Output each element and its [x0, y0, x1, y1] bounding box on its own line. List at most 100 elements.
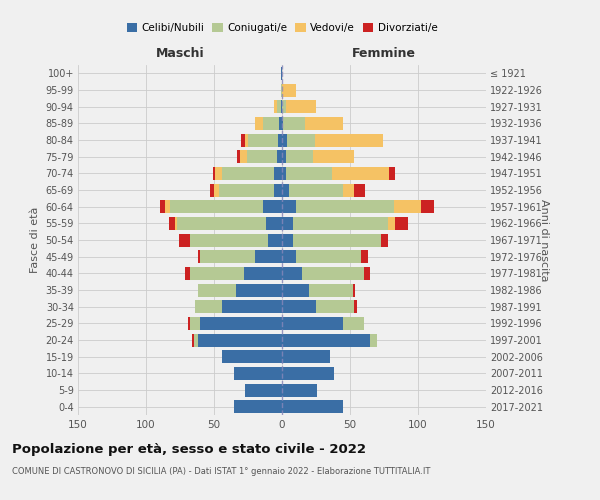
Bar	[314, 134, 383, 146]
Bar	[296, 200, 394, 213]
Bar	[274, 184, 282, 196]
Bar	[282, 267, 302, 280]
Bar	[395, 217, 409, 230]
Bar	[222, 350, 282, 363]
Bar	[343, 317, 364, 330]
Bar	[296, 250, 361, 263]
Bar	[235, 400, 282, 413]
Bar	[361, 250, 368, 263]
Bar	[197, 334, 282, 346]
Bar	[244, 267, 282, 280]
Bar	[214, 184, 220, 196]
Bar	[177, 217, 266, 230]
Bar	[274, 167, 282, 180]
Bar	[192, 334, 194, 346]
Bar	[170, 200, 263, 213]
Y-axis label: Anni di nascita: Anni di nascita	[539, 198, 549, 281]
Bar	[302, 267, 364, 280]
Y-axis label: Fasce di età: Fasce di età	[30, 207, 40, 273]
Bar	[255, 250, 282, 263]
Bar	[190, 234, 268, 246]
Bar	[277, 100, 281, 113]
Text: Maschi: Maschi	[155, 47, 205, 60]
Bar	[197, 250, 200, 263]
Bar	[281, 67, 282, 80]
Bar	[313, 150, 354, 163]
Bar	[282, 400, 343, 413]
Bar	[237, 150, 240, 163]
Bar	[381, 234, 388, 246]
Bar	[222, 167, 274, 180]
Bar	[282, 217, 293, 230]
Bar	[305, 117, 343, 130]
Bar	[212, 167, 215, 180]
Bar	[255, 117, 263, 130]
Bar	[278, 134, 282, 146]
Bar	[194, 334, 197, 346]
Legend: Celibi/Nubili, Coniugati/e, Vedovi/e, Divorziati/e: Celibi/Nubili, Coniugati/e, Vedovi/e, Di…	[125, 21, 439, 35]
Bar	[268, 234, 282, 246]
Bar	[185, 267, 190, 280]
Bar	[354, 300, 357, 313]
Bar	[195, 300, 222, 313]
Bar	[286, 100, 316, 113]
Bar	[289, 184, 343, 196]
Bar	[370, 334, 377, 346]
Bar	[293, 234, 381, 246]
Bar	[197, 284, 236, 296]
Bar	[282, 134, 287, 146]
Bar	[165, 200, 170, 213]
Bar	[282, 117, 283, 130]
Bar	[282, 167, 286, 180]
Bar	[282, 150, 286, 163]
Bar	[245, 134, 248, 146]
Bar	[266, 217, 282, 230]
Bar	[282, 234, 293, 246]
Bar	[190, 267, 244, 280]
Bar	[241, 134, 245, 146]
Bar	[236, 284, 282, 296]
Bar	[332, 167, 389, 180]
Bar	[353, 284, 355, 296]
Bar	[247, 150, 277, 163]
Bar	[188, 317, 190, 330]
Bar	[282, 250, 296, 263]
Bar	[235, 367, 282, 380]
Bar	[389, 167, 395, 180]
Bar	[281, 84, 282, 96]
Bar	[309, 284, 353, 296]
Bar	[175, 217, 177, 230]
Bar	[388, 217, 395, 230]
Bar	[282, 84, 296, 96]
Bar	[263, 117, 279, 130]
Bar	[282, 317, 343, 330]
Bar	[169, 217, 175, 230]
Bar	[282, 334, 370, 346]
Bar	[283, 117, 305, 130]
Bar	[286, 150, 313, 163]
Bar	[421, 200, 434, 213]
Bar	[160, 200, 165, 213]
Bar	[190, 317, 200, 330]
Bar	[200, 317, 282, 330]
Bar	[215, 167, 222, 180]
Bar	[220, 184, 274, 196]
Bar	[282, 384, 317, 396]
Text: COMUNE DI CASTRONOVO DI SICILIA (PA) - Dati ISTAT 1° gennaio 2022 - Elaborazione: COMUNE DI CASTRONOVO DI SICILIA (PA) - D…	[12, 468, 430, 476]
Bar	[240, 150, 247, 163]
Bar	[200, 250, 255, 263]
Bar	[279, 117, 282, 130]
Bar	[281, 100, 282, 113]
Bar	[286, 167, 332, 180]
Text: Femmine: Femmine	[352, 47, 416, 60]
Bar	[263, 200, 282, 213]
Bar	[394, 200, 421, 213]
Bar	[287, 134, 314, 146]
Bar	[364, 267, 370, 280]
Bar	[277, 150, 282, 163]
Bar	[282, 367, 334, 380]
Bar	[179, 234, 190, 246]
Bar	[282, 300, 316, 313]
Bar	[282, 350, 329, 363]
Bar	[248, 134, 278, 146]
